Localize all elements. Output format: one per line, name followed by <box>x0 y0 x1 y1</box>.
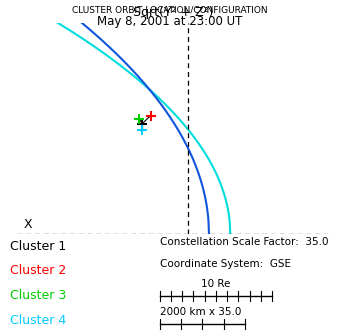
Text: 10 Re: 10 Re <box>201 279 231 289</box>
Text: X: X <box>24 217 33 230</box>
Text: Cluster 1: Cluster 1 <box>10 240 66 253</box>
Text: Sqrt(Y² + Z²): Sqrt(Y² + Z²) <box>133 6 214 19</box>
Text: Cluster 4: Cluster 4 <box>10 315 66 327</box>
Text: Cluster 3: Cluster 3 <box>10 290 66 302</box>
Text: Cluster 2: Cluster 2 <box>10 265 66 277</box>
Text: 2000 km x 35.0: 2000 km x 35.0 <box>160 307 241 317</box>
Text: CLUSTER ORBIT LOCATION/CONFIGURATION: CLUSTER ORBIT LOCATION/CONFIGURATION <box>72 5 268 14</box>
Text: Constellation Scale Factor:  35.0: Constellation Scale Factor: 35.0 <box>160 237 328 247</box>
Text: May 8, 2001 at 23:00 UT: May 8, 2001 at 23:00 UT <box>97 15 243 28</box>
Text: Coordinate System:  GSE: Coordinate System: GSE <box>160 259 291 269</box>
